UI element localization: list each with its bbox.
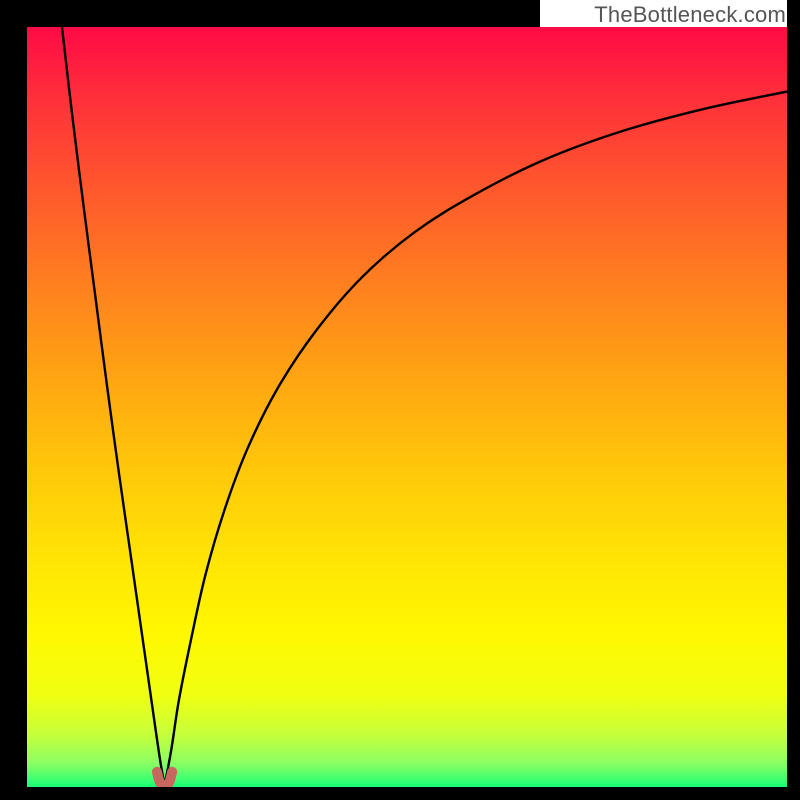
frame-border-right bbox=[787, 0, 800, 800]
stage: TheBottleneck.com bbox=[0, 0, 800, 800]
curve-left-branch bbox=[62, 27, 165, 785]
minimum-marker bbox=[157, 772, 172, 786]
frame-border-left bbox=[0, 0, 27, 800]
frame-border-top bbox=[0, 0, 540, 27]
watermark-text: TheBottleneck.com bbox=[594, 2, 786, 28]
curve-right-branch bbox=[165, 92, 787, 786]
frame-border-bottom bbox=[0, 787, 800, 800]
chart-svg bbox=[0, 0, 800, 800]
